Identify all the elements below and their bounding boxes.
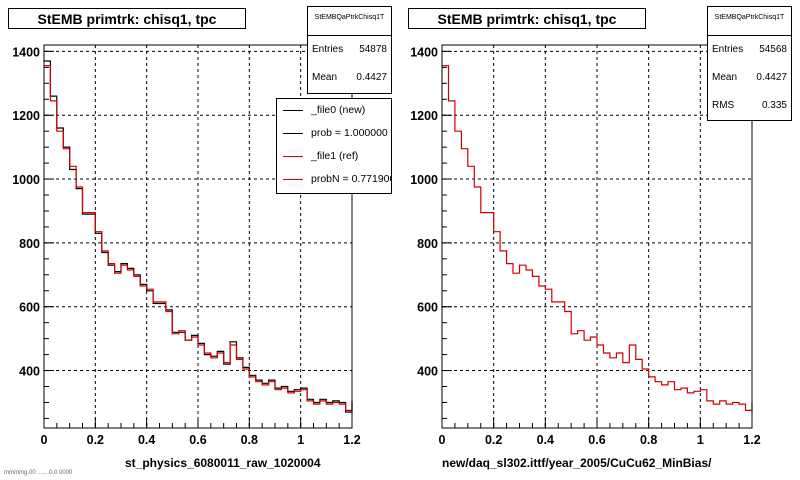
x-tick-label: 0.4	[537, 433, 554, 447]
right-histogram-panel: 0 0.2 0.4 0.6 0.8 1 1.2 400 600 800 1000 1200 1400 S…	[400, 0, 800, 480]
stats-rms-value: 0.335	[761, 100, 787, 111]
x-tick-label: 0	[439, 433, 446, 447]
legend-line-black	[283, 133, 303, 134]
legend-entry-file0: _file0 (new)	[277, 99, 391, 122]
histogram-series-line	[44, 65, 353, 411]
x-axis-label: new/daq_sl302.ittf/year_2005/CuCu62_MinB…	[442, 456, 712, 470]
stats-box: StEMBQaPtrkChisq1T Entries 54568 Mean 0.…	[707, 6, 792, 121]
stats-mean-label: Mean	[712, 72, 738, 83]
y-tick-label: 800	[417, 237, 438, 251]
legend-line-red	[283, 156, 303, 157]
stats-rms-row: RMS 0.335	[708, 92, 791, 120]
stats-entries-value: 54878	[359, 44, 387, 55]
stats-entries-row: Entries 54568	[708, 36, 791, 64]
x-tick-label: 1	[297, 433, 304, 447]
stats-rms-label: RMS	[712, 100, 735, 111]
x-tick-label: 1	[697, 433, 704, 447]
stats-entries-value: 54568	[759, 44, 787, 55]
x-tick-label: 0.2	[87, 433, 104, 447]
legend-label: _file0 (new)	[311, 104, 366, 116]
chart-title: StEMB primtrk: chisq1, tpc	[8, 8, 246, 29]
x-tick-label: 0.8	[640, 433, 657, 447]
legend-line-black	[283, 110, 303, 111]
y-tick-label: 400	[417, 365, 438, 379]
y-tick-label: 600	[19, 301, 40, 315]
stats-mean-row: Mean 0.4427	[708, 64, 791, 92]
stats-entries-label: Entries	[712, 44, 744, 55]
y-tick-label: 600	[417, 301, 438, 315]
legend-label: prob = 1.000000	[311, 127, 388, 139]
y-tick-label: 800	[19, 237, 40, 251]
stats-entries-row: Entries 54878	[308, 36, 391, 64]
legend-box: _file0 (new) prob = 1.000000 _file1 (ref…	[276, 98, 392, 194]
legend-entry-file1: _file1 (ref)	[277, 145, 391, 168]
stats-mean-row: Mean 0.4427	[308, 64, 391, 92]
right-histogram-plot: 0 0.2 0.4 0.6 0.8 1 1.2 400 600 800 1000 1200 1400	[410, 44, 761, 447]
legend-entry-prob: prob = 1.000000	[277, 122, 391, 145]
x-axis-label: st_physics_6080011_raw_1020004	[125, 456, 321, 470]
x-tick-label: 0.6	[189, 433, 206, 447]
stats-mean-value: 0.4427	[356, 72, 387, 83]
x-tick-label: 0.4	[138, 433, 155, 447]
stats-mean-label: Mean	[312, 72, 338, 83]
y-tick-label: 1000	[410, 173, 438, 187]
left-histogram-panel: 0 0.2 0.4 0.6 0.8 1 1.2 400 600 800 1000 1200 1400 S…	[8, 6, 392, 470]
legend-line-red	[283, 179, 303, 180]
y-tick-label: 1200	[12, 109, 40, 123]
y-tick-label: 1400	[12, 45, 40, 59]
x-tick-label: 1.2	[743, 433, 760, 447]
legend-label: probN = 0.771900	[311, 173, 392, 185]
y-tick-label: 1200	[410, 109, 438, 123]
stats-box: StEMBQaPtrkChisq1T Entries 54878 Mean 0.…	[307, 6, 392, 94]
plot-frame	[43, 44, 353, 429]
stats-mean-value: 0.4427	[756, 72, 787, 83]
chart-title: StEMB primtrk: chisq1, tpc	[408, 8, 646, 29]
stats-entries-label: Entries	[312, 44, 344, 55]
plot-frame	[441, 44, 753, 429]
x-tick-label: 0.2	[485, 433, 502, 447]
y-tick-label: 1000	[12, 173, 40, 187]
y-tick-label: 400	[19, 365, 40, 379]
x-tick-label: 0.6	[588, 433, 605, 447]
histogram-series-line	[442, 65, 753, 411]
stats-header: StEMBQaPtrkChisq1T	[708, 7, 791, 36]
x-tick-label: 0.8	[241, 433, 258, 447]
legend-label: _file1 (ref)	[311, 150, 359, 162]
stats-header: StEMBQaPtrkChisq1T	[308, 7, 391, 36]
x-tick-label: 1.2	[343, 433, 360, 447]
footer-note: mmmmg.00 .......0.0 0000	[4, 470, 73, 476]
legend-entry-probn: probN = 0.771900	[277, 168, 391, 191]
y-tick-label: 1400	[410, 45, 438, 59]
x-tick-label: 0	[41, 433, 48, 447]
